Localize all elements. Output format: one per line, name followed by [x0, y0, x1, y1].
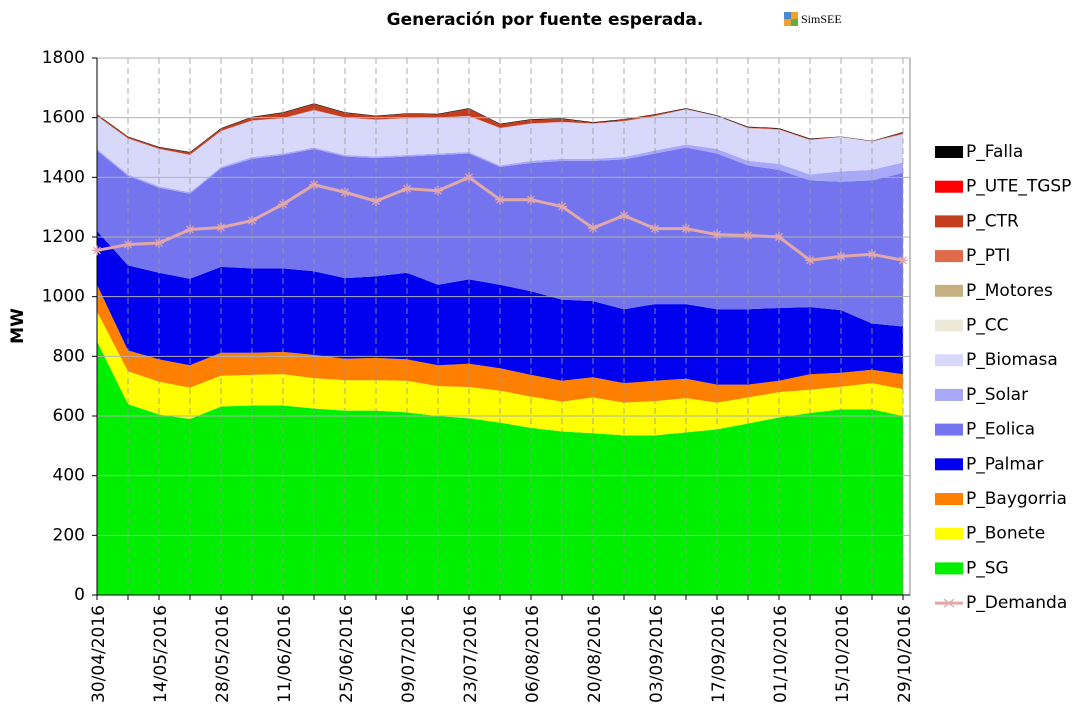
marker — [123, 239, 133, 250]
marker — [526, 194, 536, 205]
x-tick-label: 17/09/2016 — [709, 605, 729, 703]
marker — [557, 201, 567, 212]
marker — [743, 230, 753, 241]
legend-swatch — [935, 423, 963, 436]
x-tick-label: 14/05/2016 — [151, 605, 171, 703]
x-tick-label: 11/06/2016 — [275, 605, 295, 703]
x-tick-label: 03/09/2016 — [647, 605, 667, 703]
marker — [464, 172, 474, 183]
marker — [247, 215, 257, 226]
marker — [836, 251, 846, 262]
marker — [898, 255, 908, 266]
legend-swatch — [935, 284, 963, 297]
x-tick-label: 29/10/2016 — [895, 605, 915, 703]
legend-label: P_Bonete — [966, 524, 1045, 544]
marker — [619, 210, 629, 221]
legend-label: P_CC — [966, 316, 1009, 336]
legend-label: P_Palmar — [966, 454, 1043, 474]
legend-label: P_Demanda — [966, 593, 1067, 613]
legend-label: P_CTR — [966, 211, 1019, 231]
legend-label: P_Solar — [966, 385, 1028, 405]
y-tick-label: 600 — [53, 406, 85, 426]
x-tick-label: 30/04/2016 — [89, 605, 109, 703]
legend-swatch — [935, 527, 963, 540]
y-tick-label: 400 — [53, 466, 85, 486]
marker — [805, 255, 815, 266]
y-tick-label: 800 — [53, 346, 85, 366]
marker — [278, 199, 288, 210]
legend-marker — [943, 598, 955, 608]
marker — [712, 229, 722, 240]
area — [97, 284, 903, 403]
legend-swatch — [935, 180, 963, 193]
marker — [650, 223, 660, 234]
marker — [433, 185, 443, 196]
legend-label: P_PTI — [966, 246, 1010, 266]
legend-swatch — [935, 250, 963, 263]
marker — [774, 232, 784, 242]
y-tick-label: 1200 — [42, 227, 85, 247]
area — [97, 231, 903, 385]
legend-swatch — [935, 562, 963, 575]
y-tick-label: 1000 — [42, 287, 85, 307]
marker — [495, 194, 505, 205]
y-tick-label: 0 — [74, 585, 85, 605]
marker — [185, 224, 195, 235]
x-tick-label: 25/06/2016 — [337, 605, 357, 703]
marker — [371, 196, 381, 207]
legend-label: P_Baygorria — [966, 489, 1067, 509]
legend-swatch — [935, 354, 963, 367]
x-tick-label: 01/10/2016 — [771, 605, 791, 703]
x-tick-label: 28/05/2016 — [213, 605, 233, 703]
x-tick-label: 15/10/2016 — [833, 605, 853, 703]
x-tick-label: 06/08/2016 — [523, 605, 543, 703]
y-tick-label: 200 — [53, 525, 85, 545]
logo-icon-part — [791, 19, 798, 26]
legend-swatch — [935, 458, 963, 471]
legend-label: P_SG — [966, 558, 1009, 578]
marker — [340, 187, 350, 198]
x-tick-label: 20/08/2016 — [585, 605, 605, 703]
legend-label: P_Eolica — [966, 420, 1035, 440]
y-tick-label: 1800 — [42, 48, 85, 68]
y-axis-label: MW — [8, 308, 28, 344]
chart-title: Generación por fuente esperada. — [387, 10, 704, 30]
marker — [216, 222, 226, 233]
x-tick-label: 23/07/2016 — [461, 605, 481, 703]
marker — [588, 223, 598, 234]
legend-swatch — [935, 146, 963, 158]
marker — [309, 179, 319, 190]
marker — [154, 237, 164, 248]
x-tick-label: 09/07/2016 — [399, 605, 419, 703]
marker — [867, 249, 877, 260]
legend-label: P_Falla — [966, 142, 1023, 162]
legend-label: P_Biomasa — [966, 350, 1058, 370]
legend-label: P_UTE_TGSP — [966, 177, 1071, 197]
legend-label: P_Motores — [966, 281, 1053, 301]
legend-swatch — [935, 388, 963, 401]
marker — [402, 183, 412, 194]
y-tick-label: 1600 — [42, 108, 85, 128]
legend-swatch — [935, 319, 963, 332]
area — [97, 311, 903, 436]
marker — [681, 223, 691, 234]
logo-icon-part — [784, 12, 791, 19]
legend-swatch — [935, 215, 963, 228]
logo-text: SimSEE — [801, 12, 842, 26]
marker — [92, 245, 102, 256]
legend-swatch — [935, 493, 963, 505]
y-tick-label: 1400 — [42, 167, 85, 187]
